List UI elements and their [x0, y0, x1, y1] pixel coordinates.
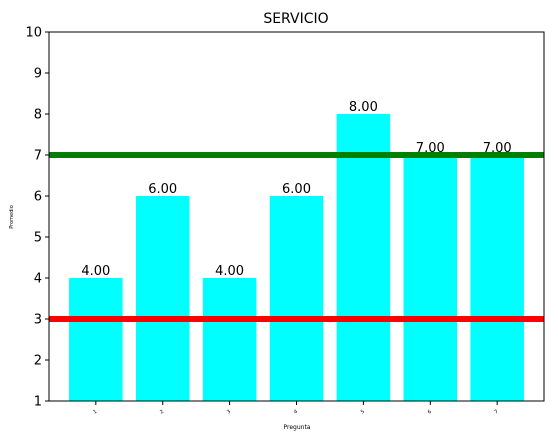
bars-group [69, 114, 524, 401]
y-tick-label: 10 [25, 26, 42, 41]
bar-2 [135, 196, 190, 401]
y-tick-label: 8 [34, 108, 42, 123]
x-tick-label: 3 [226, 409, 232, 416]
data-label-2: 6.00 [148, 182, 177, 197]
y-axis-label: Promedio [9, 205, 15, 229]
bar-1 [69, 278, 123, 401]
data-label-1: 4.00 [81, 264, 110, 279]
bar-6 [403, 155, 458, 401]
y-tick-label: 5 [34, 231, 42, 246]
y-tick-label: 9 [34, 67, 42, 82]
data-label-4: 6.00 [282, 182, 311, 197]
chart-title: SERVICIO [263, 11, 328, 27]
x-axis-label: Pregunta [284, 424, 311, 431]
x-tick-label: 2 [159, 409, 165, 416]
x-axis-ticks: 1 2 3 4 5 6 7 [92, 401, 500, 416]
data-label-7: 7.00 [483, 141, 512, 156]
bar-4 [269, 196, 324, 401]
x-tick-label: 7 [494, 409, 500, 416]
x-tick-label: 5 [360, 409, 366, 416]
data-label-5: 8.00 [349, 100, 378, 115]
y-axis-ticks: 1 2 3 4 5 6 7 8 9 10 [25, 26, 49, 410]
y-tick-label: 3 [34, 313, 42, 328]
data-label-6: 7.00 [416, 141, 445, 156]
y-tick-label: 6 [34, 190, 42, 205]
y-tick-label: 2 [34, 354, 42, 369]
bar-3 [202, 278, 257, 401]
x-tick-label: 4 [293, 409, 299, 416]
data-labels-group: 4.00 6.00 4.00 6.00 8.00 7.00 7.00 [81, 100, 511, 279]
x-tick-label: 6 [427, 409, 433, 416]
data-label-3: 4.00 [215, 264, 244, 279]
y-tick-label: 1 [34, 395, 42, 410]
y-tick-label: 7 [34, 149, 42, 164]
bar-5 [336, 114, 391, 401]
x-tick-label: 1 [92, 409, 98, 416]
y-tick-label: 4 [34, 272, 42, 287]
bar-7 [470, 155, 524, 401]
reference-lines-group [49, 152, 544, 322]
